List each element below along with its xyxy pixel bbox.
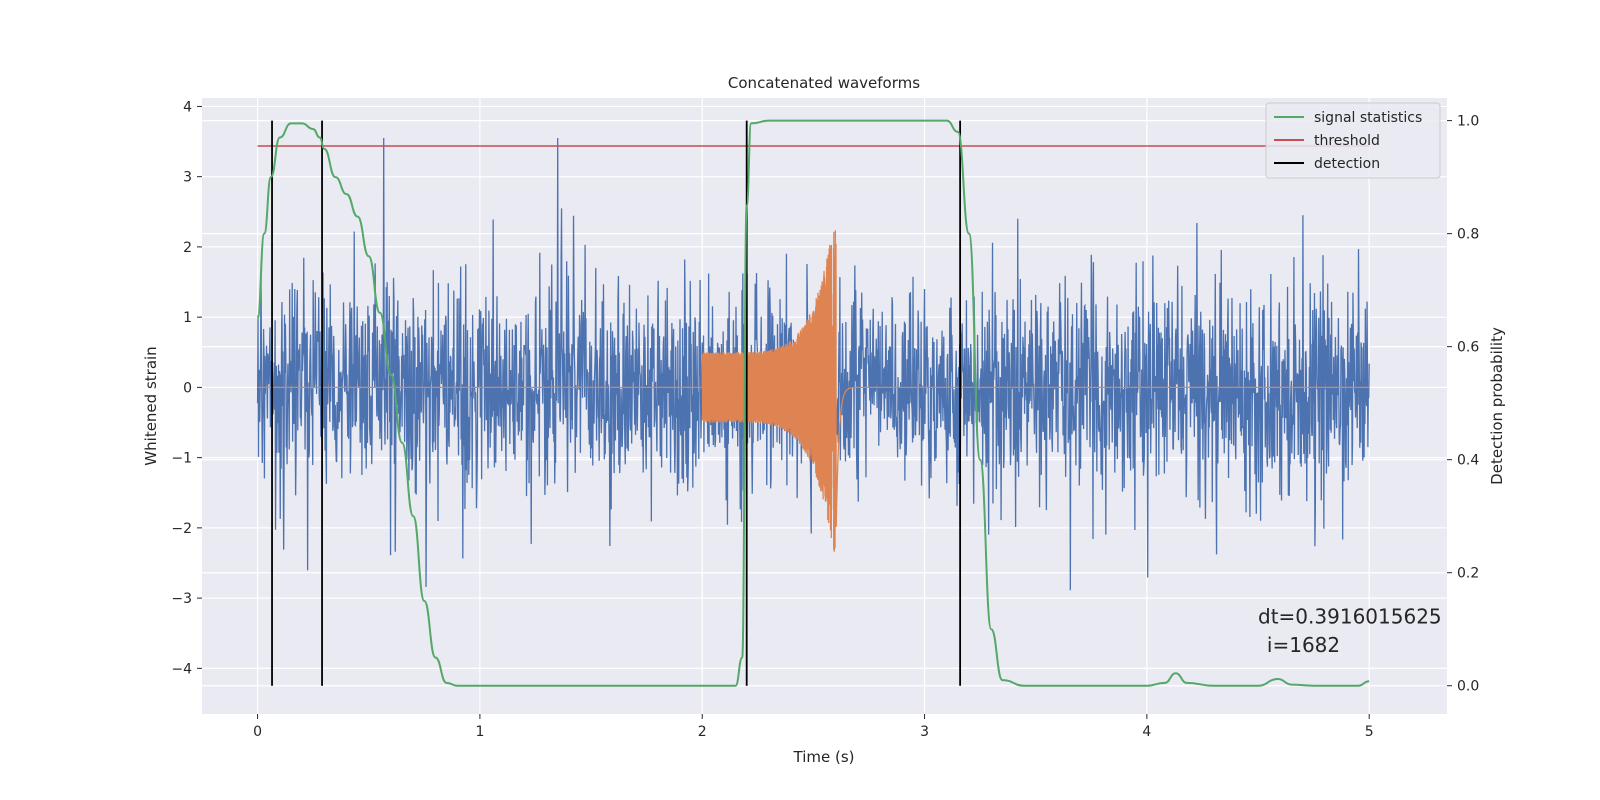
y-left-tick-label: 3	[183, 170, 192, 186]
y-right-tick-label: 0.2	[1457, 566, 1479, 582]
y-axis-right-label: Detection probability	[1488, 327, 1506, 485]
legend-box	[1265, 102, 1441, 179]
y-left-tick-label: −4	[171, 661, 192, 677]
y-axis-left: −4 −3 −2 −1 0 1 2 3 4	[171, 99, 202, 677]
legend-label: signal statistics	[1314, 110, 1422, 126]
y-axis-right: 0.0 0.2 0.4 0.6 0.8 1.0	[1447, 114, 1479, 695]
y-right-tick-label: 1.0	[1457, 114, 1479, 130]
y-right-tick-label: 0.8	[1457, 227, 1479, 243]
injection-series	[257, 230, 1370, 552]
y-left-tick-label: 2	[183, 240, 192, 256]
annotation-text: dt=0.3916015625	[1258, 605, 1442, 629]
y-left-tick-label: −2	[171, 521, 192, 537]
chart-title: Concatenated waveforms	[728, 74, 920, 92]
annotations: dt=0.3916015625 i=1682	[1258, 605, 1442, 657]
legend-label: detection	[1314, 156, 1380, 172]
signal-statistics-line	[256, 119, 1370, 687]
x-tick-label: 2	[698, 724, 707, 740]
x-tick-label: 5	[1365, 724, 1374, 740]
y-right-tick-label: 0.4	[1457, 453, 1479, 469]
signal-statistics-series	[256, 119, 1370, 687]
y-right-tick-label: 0.6	[1457, 340, 1479, 356]
y-left-tick-label: −3	[171, 591, 192, 607]
x-tick-label: 3	[920, 724, 929, 740]
x-axis: 0 1 2 3 4 5	[253, 714, 1374, 740]
legend: signal statistics threshold detection	[1265, 102, 1441, 179]
injection-line	[257, 230, 1370, 552]
y-right-tick-label: 0.0	[1457, 679, 1479, 695]
x-tick-label: 1	[475, 724, 484, 740]
annotation-text: i=1682	[1267, 633, 1340, 657]
y-left-tick-label: 1	[183, 310, 192, 326]
x-tick-label: 4	[1142, 724, 1151, 740]
y-left-tick-label: 0	[183, 380, 192, 396]
y-left-tick-label: −1	[171, 451, 192, 467]
detection-series	[271, 120, 962, 686]
legend-label: threshold	[1314, 133, 1380, 149]
y-left-tick-label: 4	[183, 99, 192, 115]
x-axis-label: Time (s)	[793, 748, 855, 766]
y-axis-left-label: Whitened strain	[142, 346, 160, 465]
x-tick-label: 0	[253, 724, 262, 740]
